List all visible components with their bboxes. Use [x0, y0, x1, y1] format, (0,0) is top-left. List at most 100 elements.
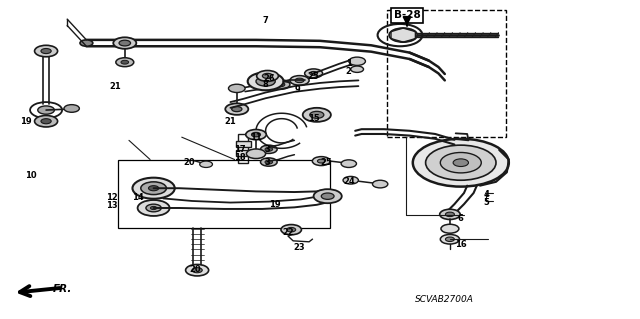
Text: 6: 6 [458, 214, 464, 223]
Bar [118, 160, 330, 228]
Text: 7: 7 [263, 16, 268, 25]
Circle shape [262, 73, 273, 78]
Text: 21: 21 [225, 117, 236, 126]
Text: 3: 3 [265, 145, 270, 154]
Circle shape [351, 66, 364, 72]
Circle shape [440, 209, 460, 219]
Bar [236, 150, 251, 156]
Text: SCVAB2700A: SCVAB2700A [415, 295, 474, 304]
Circle shape [141, 182, 166, 195]
Circle shape [305, 69, 323, 78]
Circle shape [389, 28, 417, 42]
Text: 14: 14 [132, 193, 143, 202]
Circle shape [132, 178, 175, 199]
Circle shape [225, 103, 248, 115]
Circle shape [440, 234, 460, 244]
Circle shape [260, 158, 277, 166]
Text: 24: 24 [343, 177, 355, 186]
Circle shape [265, 147, 273, 151]
Text: 21: 21 [109, 82, 121, 91]
Text: B-28: B-28 [394, 10, 420, 20]
Circle shape [349, 57, 365, 65]
Circle shape [256, 77, 275, 86]
Circle shape [310, 71, 317, 75]
Circle shape [121, 60, 129, 64]
Circle shape [441, 224, 459, 233]
Text: 1: 1 [346, 59, 352, 68]
Circle shape [246, 130, 266, 140]
Circle shape [64, 105, 79, 112]
Circle shape [295, 78, 304, 83]
Text: 10: 10 [25, 171, 36, 180]
Text: 17: 17 [234, 145, 246, 154]
Circle shape [41, 119, 51, 124]
Circle shape [80, 40, 93, 46]
Bar [387, 10, 506, 137]
Circle shape [453, 159, 468, 167]
Circle shape [186, 264, 209, 276]
Text: 16: 16 [455, 240, 467, 249]
Circle shape [113, 37, 136, 49]
Text: 5: 5 [483, 198, 490, 207]
Circle shape [314, 189, 342, 203]
Circle shape [248, 72, 284, 90]
Text: 19: 19 [20, 117, 31, 126]
Circle shape [341, 160, 356, 167]
Circle shape [317, 159, 325, 163]
Circle shape [260, 145, 277, 153]
Circle shape [146, 204, 161, 212]
Text: 18: 18 [234, 153, 246, 162]
Bar [238, 134, 248, 163]
Circle shape [119, 40, 131, 46]
Circle shape [372, 180, 388, 188]
Circle shape [445, 237, 454, 241]
Text: 25: 25 [308, 72, 319, 81]
Circle shape [232, 107, 242, 112]
Text: 13: 13 [106, 201, 118, 210]
Text: 25: 25 [321, 158, 332, 167]
Text: 23: 23 [294, 243, 305, 252]
Circle shape [257, 70, 278, 81]
Circle shape [41, 48, 51, 54]
Text: 2: 2 [346, 67, 352, 76]
Circle shape [276, 82, 285, 87]
Circle shape [290, 76, 309, 85]
Circle shape [228, 84, 245, 93]
Circle shape [426, 145, 496, 180]
Text: 20: 20 [183, 158, 195, 167]
Text: 19: 19 [269, 200, 281, 209]
Text: 22: 22 [282, 228, 294, 237]
Text: 9: 9 [295, 85, 300, 94]
Circle shape [271, 80, 290, 89]
Circle shape [310, 111, 324, 118]
Text: 12: 12 [106, 193, 118, 202]
Circle shape [281, 225, 301, 235]
Circle shape [303, 108, 331, 122]
Circle shape [192, 268, 202, 273]
Bar [236, 141, 251, 147]
Text: 3: 3 [265, 158, 270, 167]
Circle shape [150, 206, 157, 210]
Circle shape [312, 157, 330, 166]
Circle shape [287, 227, 296, 232]
Text: 11: 11 [250, 133, 262, 142]
Circle shape [246, 149, 266, 159]
Text: FR.: FR. [52, 284, 72, 294]
Circle shape [343, 176, 358, 184]
Circle shape [440, 152, 481, 173]
Circle shape [38, 106, 54, 114]
Circle shape [321, 193, 334, 199]
Text: 20: 20 [189, 265, 201, 274]
Circle shape [252, 132, 260, 137]
Circle shape [138, 200, 170, 216]
Circle shape [35, 115, 58, 127]
Text: 15: 15 [308, 114, 319, 122]
Circle shape [445, 212, 454, 217]
Circle shape [35, 45, 58, 57]
Circle shape [413, 139, 509, 187]
Circle shape [148, 186, 159, 191]
Text: 26: 26 [263, 74, 275, 83]
Circle shape [265, 160, 273, 164]
Text: 4: 4 [483, 190, 490, 199]
Text: 8: 8 [263, 80, 268, 89]
